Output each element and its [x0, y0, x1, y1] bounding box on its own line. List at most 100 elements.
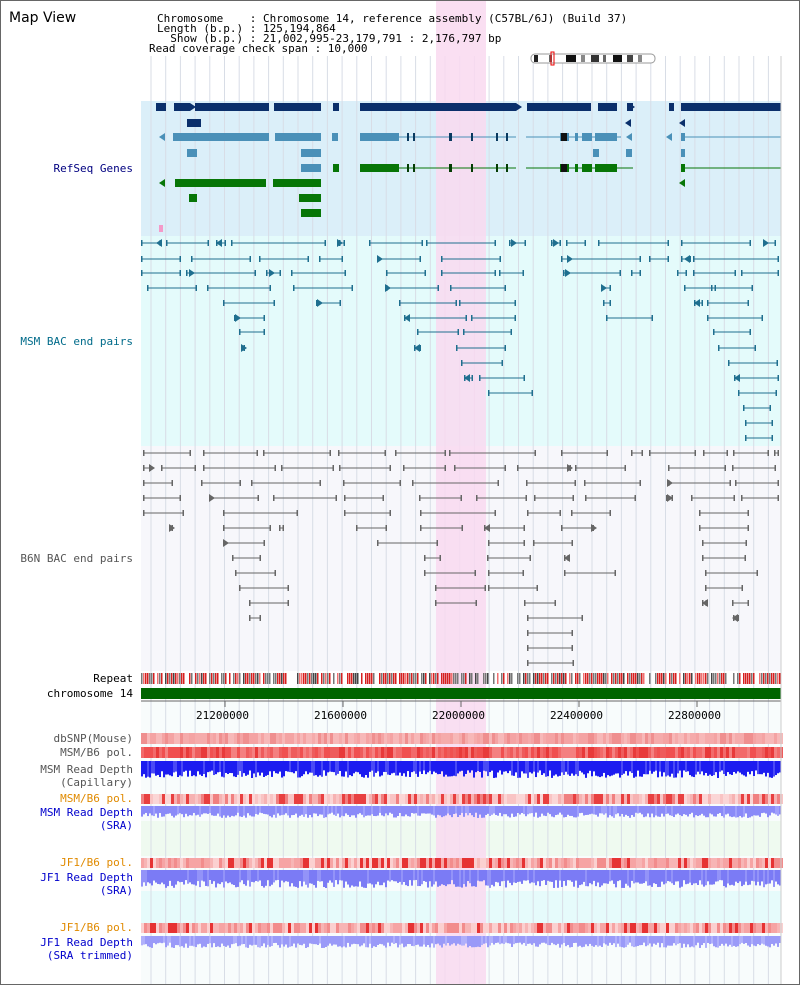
read-depth-bar: [617, 870, 619, 882]
repeat-element: [451, 673, 453, 684]
read-depth-bar: [365, 761, 367, 776]
read-depth-bar: [475, 806, 477, 813]
repeat-element: [151, 673, 153, 684]
heat-cell: [645, 923, 648, 933]
read-depth-bar: [629, 761, 631, 772]
read-depth-bar: [373, 806, 375, 816]
read-depth-bar: [579, 870, 581, 886]
read-depth-bar: [675, 936, 677, 946]
repeat-element: [205, 673, 207, 684]
bac-end-mark: [561, 256, 563, 262]
bac-end-mark: [341, 256, 343, 262]
heat-cell: [525, 858, 528, 868]
track-label-refseq[interactable]: RefSeq Genes: [53, 162, 133, 175]
heat-cell: [696, 733, 699, 744]
heat-cell: [186, 923, 189, 933]
read-depth-bar: [401, 806, 403, 817]
bac-end-mark: [575, 465, 577, 471]
heat-cell: [312, 794, 315, 804]
read-depth-bar: [589, 761, 591, 771]
heat-cell: [573, 733, 576, 744]
heat-cell: [561, 923, 564, 933]
repeat-element: [589, 673, 591, 684]
bac-end-mark: [231, 240, 233, 246]
repeat-element: [215, 673, 217, 684]
read-depth-bar: [255, 870, 257, 881]
heat-cell: [144, 794, 147, 804]
read-depth-bar: [625, 761, 627, 772]
read-depth-bar: [667, 870, 669, 882]
bac-end-mark: [619, 270, 621, 276]
heat-cell: [210, 733, 213, 744]
heat-cell: [519, 747, 522, 758]
read-depth-bar: [607, 761, 609, 776]
read-depth-bar: [369, 870, 371, 884]
bac-end-mark: [685, 270, 687, 276]
repeat-element: [691, 673, 693, 684]
read-depth-bar: [423, 806, 425, 814]
heat-cell: [501, 858, 504, 868]
read-depth-bar: [203, 761, 205, 775]
read-depth-bar: [723, 806, 725, 818]
heat-cell: [171, 747, 174, 758]
read-depth-bar: [327, 761, 329, 773]
track-label-b6n-bac[interactable]: B6N BAC end pairs: [20, 552, 133, 565]
read-depth-bar: [553, 761, 555, 776]
read-depth-bar: [495, 761, 497, 778]
heat-cell: [291, 923, 294, 933]
heat-cell: [486, 923, 489, 933]
read-depth-bar: [681, 936, 683, 948]
heat-cell: [717, 858, 720, 868]
heat-cell: [468, 858, 471, 868]
heat-cell: [357, 733, 360, 744]
heat-cell: [252, 733, 255, 744]
heat-cell: [612, 858, 615, 868]
read-depth-bar: [263, 806, 265, 814]
read-depth-bar: [743, 936, 745, 944]
read-depth-bar: [715, 936, 717, 948]
read-depth-bar: [381, 806, 383, 816]
read-depth-bar: [651, 870, 653, 887]
bac-end-mark: [424, 270, 426, 276]
heat-cell: [555, 747, 558, 758]
repeat-element: [527, 673, 529, 684]
read-depth-bar: [567, 936, 569, 945]
heat-cell: [471, 794, 474, 804]
heat-cell: [336, 923, 339, 933]
read-depth-bar: [391, 870, 393, 881]
read-depth-bar: [767, 936, 769, 947]
read-depth-bar: [265, 936, 267, 948]
repeat-element: [443, 673, 445, 684]
heat-cell: [528, 858, 531, 868]
repeat-element: [743, 673, 745, 684]
heat-cell: [252, 747, 255, 758]
heat-cell: [696, 858, 699, 868]
read-depth-bar: [677, 761, 679, 774]
heat-cell: [453, 733, 456, 744]
heat-cell: [414, 794, 417, 804]
read-depth-bar: [235, 761, 237, 778]
repeat-element: [431, 673, 433, 684]
read-depth-bar: [207, 936, 209, 944]
read-depth-bar: [193, 806, 195, 813]
heat-cell: [282, 923, 285, 933]
repeat-element: [483, 673, 485, 684]
repeat-element: [771, 673, 773, 684]
read-depth-bar: [481, 870, 483, 882]
heat-cell: [534, 923, 537, 933]
bac-end-mark: [563, 270, 565, 276]
heat-cell: [525, 794, 528, 804]
heat-cell: [192, 923, 195, 933]
track-label-msm-bac[interactable]: MSM BAC end pairs: [20, 335, 133, 348]
read-depth-bar: [721, 806, 723, 817]
read-depth-bar: [579, 936, 581, 946]
heat-cell: [342, 794, 345, 804]
read-depth-bar: [315, 806, 317, 814]
heat-cell: [765, 794, 768, 804]
heat-cell: [729, 923, 732, 933]
read-depth-bar: [183, 806, 185, 818]
repeat-element: [317, 673, 319, 684]
heat-cell: [501, 794, 504, 804]
heat-cell: [222, 858, 225, 868]
read-depth-bar: [489, 761, 491, 773]
